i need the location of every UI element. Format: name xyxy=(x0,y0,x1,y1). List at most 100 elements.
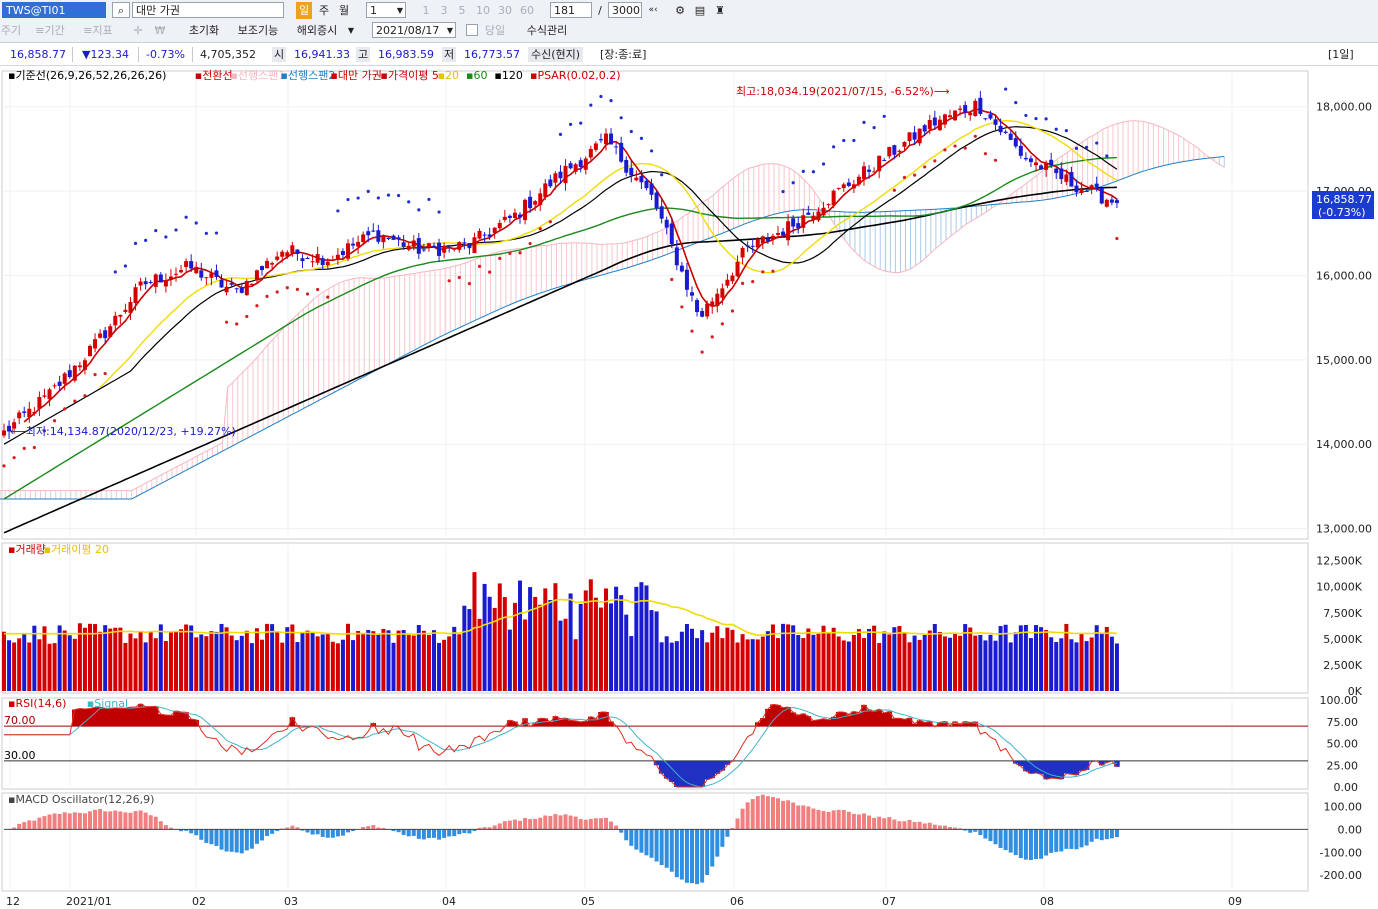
macd-bar xyxy=(841,810,846,830)
macd-bar xyxy=(583,819,588,830)
macd-bar xyxy=(553,814,558,830)
total-count-field[interactable]: 3000 xyxy=(608,2,642,18)
psar-dot xyxy=(639,136,644,141)
macd-bar xyxy=(927,822,932,830)
symbol-name-field: 대만 가권 xyxy=(132,2,284,18)
macd-bar xyxy=(917,821,922,830)
volume-bar xyxy=(892,627,897,691)
macd-bar xyxy=(320,829,325,837)
macd-bar xyxy=(1054,829,1059,852)
candle-body xyxy=(477,230,482,239)
candle-body xyxy=(1084,190,1089,192)
macd-bar xyxy=(62,812,67,830)
chart-settings-icon[interactable]: ♜ xyxy=(715,4,725,17)
macd-bar xyxy=(295,827,300,830)
volume-bar xyxy=(254,628,259,691)
volume-bar xyxy=(67,635,72,691)
macd-bar xyxy=(654,829,659,862)
macd-bar xyxy=(1089,829,1094,842)
symbol-input[interactable]: TWS@TI01 xyxy=(2,2,106,18)
interval-30[interactable]: 30 xyxy=(498,4,512,17)
macd-bar xyxy=(518,820,522,830)
volume-bar xyxy=(310,631,315,691)
macd-bar xyxy=(305,829,310,833)
tab-indicator[interactable]: ≡지표 xyxy=(83,24,113,37)
tab-period[interactable]: 주기 xyxy=(0,24,22,37)
candle-body xyxy=(912,132,917,140)
volume-tick-label: 0K xyxy=(1348,685,1363,698)
reset-button[interactable]: 초기화 xyxy=(188,24,220,37)
volume-bar xyxy=(1044,629,1049,691)
macd-bar xyxy=(821,811,826,830)
volume-bar xyxy=(791,625,796,691)
chevron-down-icon: ▼ xyxy=(446,26,453,35)
candle-body xyxy=(376,230,381,242)
candle-body xyxy=(973,100,978,116)
volume-bar xyxy=(862,637,866,691)
tab-range[interactable]: ≡기간 xyxy=(35,24,65,37)
candle-body xyxy=(300,258,305,262)
volume-bar xyxy=(867,628,872,691)
macd-bar xyxy=(831,810,836,830)
candle-body xyxy=(184,261,189,268)
macd-bar xyxy=(1049,829,1054,853)
chart-canvas[interactable]: 18,000.0017,000.0016,000.0015,000.0014,0… xyxy=(0,65,1378,909)
legend-item: ▪120 xyxy=(494,69,522,82)
candle-body xyxy=(846,182,851,186)
volume-bar xyxy=(948,637,952,691)
candle-body xyxy=(123,309,128,312)
candle-body xyxy=(437,242,442,256)
date-picker[interactable]: 2021/08/17 ▼ xyxy=(372,22,456,38)
macd-bar xyxy=(725,829,730,837)
visible-count-stepper[interactable]: 181 xyxy=(550,2,592,18)
crosshair-icon[interactable]: ✛ xyxy=(133,24,143,37)
period-month-button[interactable]: 월 xyxy=(338,4,350,17)
candle-body xyxy=(1028,158,1033,163)
interval-1[interactable]: 1 xyxy=(422,4,430,17)
won-icon[interactable]: ₩ xyxy=(154,24,166,37)
volume-bar xyxy=(998,626,1003,691)
candle-body xyxy=(715,293,720,306)
volume-bar xyxy=(93,624,98,691)
volume-bar xyxy=(351,640,356,691)
gear-icon[interactable]: ⚙ xyxy=(675,4,685,17)
overseas-market-button[interactable]: 해외증시 xyxy=(296,24,338,37)
aux-function-button[interactable]: 보조기능 xyxy=(237,24,279,37)
today-checkbox[interactable] xyxy=(466,24,478,36)
quote-change: ▼123.34 xyxy=(82,48,129,61)
volume-bar xyxy=(609,603,614,691)
volume-bar xyxy=(88,623,92,691)
interval-5[interactable]: 5 xyxy=(458,4,466,17)
candle-body xyxy=(133,287,138,303)
candle-body xyxy=(138,281,143,286)
period-week-button[interactable]: 주 xyxy=(318,4,330,17)
candle-body xyxy=(497,222,502,229)
macd-bar xyxy=(619,829,624,833)
rewind-icon[interactable]: «‹ xyxy=(648,5,658,15)
volume-bar xyxy=(432,630,436,691)
psar-dot xyxy=(670,277,674,282)
macd-bar xyxy=(811,808,816,830)
psar-dot xyxy=(407,200,411,204)
formula-manager-button[interactable]: 수식관리 xyxy=(526,24,568,37)
candle-body xyxy=(310,261,315,263)
macd-bar xyxy=(816,809,821,830)
chevron-down-icon[interactable]: ▼ xyxy=(347,26,355,35)
candle-body xyxy=(639,176,644,183)
macd-bar xyxy=(690,829,694,884)
interval-60[interactable]: 60 xyxy=(520,4,534,17)
period-count-select[interactable]: 1 ▼ xyxy=(366,2,406,18)
interval-3[interactable]: 3 xyxy=(440,4,448,17)
interval-10[interactable]: 10 xyxy=(476,4,490,17)
volume-bar xyxy=(705,642,710,691)
macd-bar xyxy=(467,829,472,834)
x-tick-label: 2021/01 xyxy=(66,895,112,908)
save-icon[interactable]: ▤ xyxy=(694,4,706,17)
volume-bar xyxy=(882,631,887,691)
psar-dot xyxy=(457,275,461,280)
macd-bar xyxy=(482,827,487,830)
period-day-button[interactable]: 일 xyxy=(296,2,312,19)
search-icon[interactable]: ⌕ xyxy=(112,2,130,18)
psar-dot xyxy=(1084,145,1089,149)
candle-body xyxy=(174,273,178,275)
